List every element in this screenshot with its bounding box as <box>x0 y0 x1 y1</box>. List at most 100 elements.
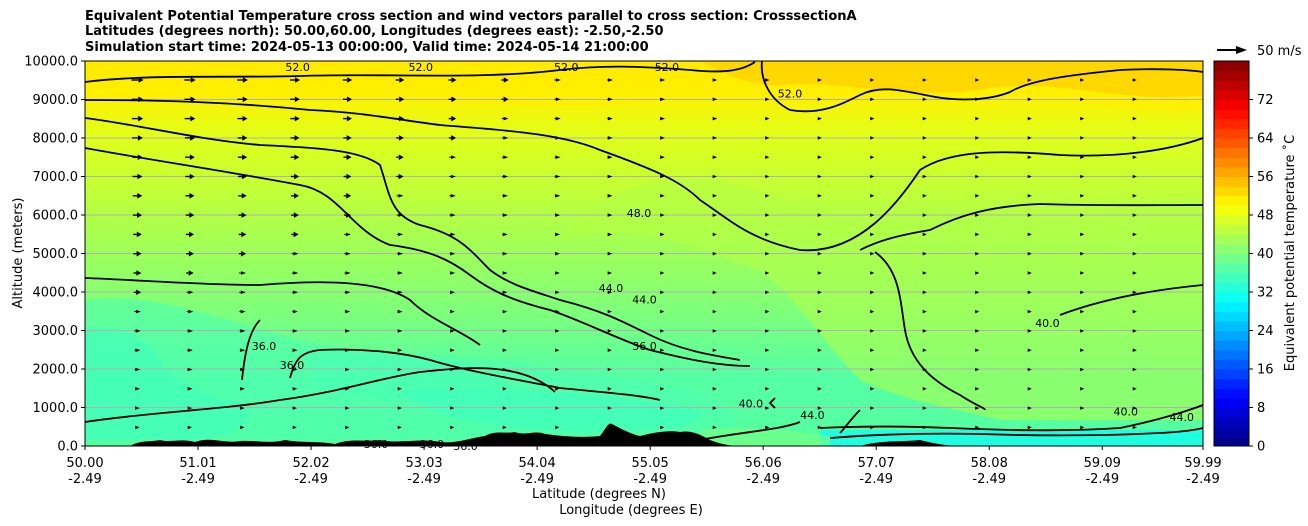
wind-vector <box>502 309 508 314</box>
wind-vector <box>712 251 717 256</box>
wind-vector <box>1080 97 1085 102</box>
wind-vector <box>1027 271 1032 275</box>
colorbar-band <box>1214 118 1249 129</box>
y-tick-label: 4000.0 <box>33 286 79 301</box>
wind-vector <box>817 116 822 121</box>
wind-vector <box>1027 97 1032 102</box>
wind-vector <box>660 136 665 140</box>
wind-vector <box>712 309 717 314</box>
wind-vector <box>870 329 875 333</box>
wind-vector <box>975 97 980 102</box>
wind-vector <box>1027 78 1032 82</box>
wind-vector <box>502 251 508 256</box>
wind-vector <box>660 425 665 430</box>
contour-label: 40.0 <box>1114 405 1139 418</box>
wind-vector <box>607 194 613 198</box>
wind-vector <box>132 135 143 141</box>
wind-vector <box>817 174 822 179</box>
colorbar-band <box>1214 234 1249 245</box>
wind-vector <box>502 387 507 391</box>
wind-vector <box>554 174 561 179</box>
wind-vector <box>660 406 665 410</box>
wind-vector <box>134 387 141 391</box>
wind-vector <box>132 212 143 218</box>
wind-vector <box>1080 194 1085 198</box>
wind-vector <box>290 173 300 180</box>
wind-vector <box>239 271 246 275</box>
wind-vector <box>187 367 193 372</box>
wind-vector <box>870 155 875 159</box>
wind-vector <box>607 174 613 179</box>
wind-vector <box>870 97 875 102</box>
wind-vector <box>289 77 301 83</box>
wind-vector <box>817 136 822 140</box>
wind-vector <box>870 194 875 198</box>
y-gridlines <box>85 99 1203 408</box>
wind-vector <box>817 194 822 198</box>
wind-vector <box>975 271 980 275</box>
wind-vector <box>554 194 561 198</box>
wind-vector <box>922 406 927 410</box>
wind-vector <box>1080 155 1085 159</box>
wind-vector <box>975 155 980 159</box>
wind-vector <box>922 425 927 430</box>
wind-vector <box>765 406 770 410</box>
wind-vector <box>396 213 404 217</box>
wind-vector <box>133 270 142 276</box>
wind-vector <box>397 329 403 333</box>
wind-vector <box>131 115 144 122</box>
wind-vector <box>184 135 196 141</box>
wind-vector <box>922 213 927 217</box>
contour-label: 52.0 <box>655 61 680 74</box>
wind-vector <box>134 367 141 372</box>
wind-vector <box>133 250 142 257</box>
wind-vector <box>502 271 508 275</box>
wind-vector <box>502 232 508 237</box>
wind-vector <box>186 270 194 276</box>
x-tick-label-lon: -2.49 <box>68 472 102 487</box>
colorbar-band <box>1214 417 1249 428</box>
wind-vector <box>555 271 560 275</box>
colorbar-tick-label: 56 <box>1257 170 1274 185</box>
wind-vector <box>975 213 980 217</box>
wind-vector <box>554 213 561 217</box>
contour-label: 36.0 <box>632 340 657 353</box>
y-tick-label: 3000.0 <box>33 324 79 339</box>
wind-vector <box>239 329 246 333</box>
wind-vector <box>502 348 507 352</box>
wind-vector <box>607 290 612 295</box>
wind-vector <box>1132 425 1137 430</box>
wind-vector <box>1132 251 1137 256</box>
wind-vector <box>765 425 770 430</box>
wind-vector <box>1132 232 1137 237</box>
wind-vector <box>501 96 509 103</box>
wind-vector <box>712 116 718 121</box>
wind-vector <box>1027 136 1032 140</box>
wind-vector <box>239 348 246 352</box>
wind-vector <box>765 367 770 372</box>
wind-vector <box>659 116 666 121</box>
wind-vector <box>555 290 560 295</box>
wind-vector <box>975 251 980 256</box>
wind-vector <box>184 115 196 122</box>
wind-vector <box>712 174 717 179</box>
wind-vector <box>712 232 717 237</box>
wind-vector <box>502 194 508 198</box>
wind-vector <box>397 406 402 410</box>
wind-vector <box>554 78 561 82</box>
wind-vector <box>1080 174 1085 179</box>
wind-vector <box>134 309 141 314</box>
wind-vector <box>1132 348 1137 352</box>
wind-vector <box>765 97 770 102</box>
y-tick-label: 5000.0 <box>33 247 79 262</box>
colorbar-band <box>1214 397 1249 408</box>
wind-vector <box>1027 155 1032 159</box>
wind-vector <box>292 367 298 372</box>
wind-vector <box>237 154 248 160</box>
wind-vector <box>396 154 404 160</box>
wind-vector <box>290 115 300 122</box>
wind-vector <box>502 367 507 372</box>
wind-vector <box>1132 387 1137 391</box>
wind-vector <box>1080 406 1085 410</box>
wind-vector <box>765 78 770 82</box>
